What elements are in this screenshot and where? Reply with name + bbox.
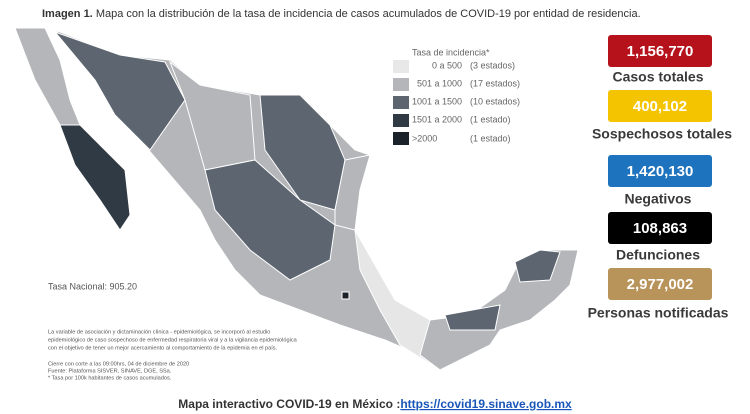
title-text: Mapa con la distribución de la tasa de i… (96, 8, 641, 20)
stat-label: Casos totales (612, 69, 703, 85)
legend-swatch (393, 132, 409, 145)
notes: La variable de asociación y dictaminació… (48, 329, 298, 381)
legend-count: (10 estados) (470, 96, 520, 106)
map-yucatan (514, 249, 561, 283)
map-central (204, 159, 336, 281)
legend-range: 1501 a 2000 (412, 114, 462, 124)
stat-box (608, 35, 712, 67)
note-line: La variable de asociación y dictaminació… (48, 329, 270, 335)
stat-value: 2,977,002 (627, 276, 694, 293)
legend-count: (1 estado) (470, 114, 511, 124)
map-baja-south (59, 124, 131, 231)
stat-value: 400,102 (633, 98, 687, 115)
legend-range: 1001 a 1500 (412, 96, 462, 106)
stat-box (608, 268, 712, 300)
legend-swatch (393, 96, 409, 109)
note-line: Fuente: Plataforma SISVER, SINAVE, DGE, … (48, 368, 172, 374)
legend-swatch (393, 114, 409, 127)
legend-range: 501 a 1000 (417, 78, 462, 88)
legend-swatch (393, 78, 409, 91)
stats: 1,156,770 Casos totales 400,102 Sospecho… (588, 35, 732, 321)
map-veracruz (354, 229, 441, 371)
legend-count: (1 estado) (470, 133, 511, 143)
national-rate: Tasa Nacional: 905.20 (48, 281, 137, 291)
note-line: * Tasa por 100k habitantes de casos acum… (48, 375, 172, 381)
legend-range: >2000 (412, 133, 437, 143)
stat-label: Sospechosos totales (592, 126, 732, 142)
footer: Mapa interactivo COVID-19 en México :htt… (178, 397, 572, 411)
legend-swatch (393, 60, 409, 73)
note-line: epidemiológico de caso sospechoso de enf… (48, 337, 298, 343)
note-line: con el objetivo de tener un mejor acerca… (48, 345, 278, 351)
stat-value: 1,420,130 (627, 163, 694, 180)
title: Imagen 1. Mapa con la distribución de la… (42, 8, 641, 20)
note-line: Cierre con corte a las 09:00hrs, 04 de d… (48, 361, 189, 367)
title-label: Imagen 1. (42, 8, 93, 20)
legend-range: 0 a 500 (432, 60, 462, 70)
legend-count: (17 estados) (470, 78, 520, 88)
stat-value: 1,156,770 (627, 43, 694, 60)
footer-link[interactable]: https://covid19.sinave.gob.mx (400, 397, 572, 411)
map-baja-north (14, 27, 81, 126)
stat-value: 108,863 (633, 220, 687, 237)
stat-label: Defunciones (616, 247, 700, 263)
stat-label: Negativos (625, 191, 692, 207)
legend: Tasa de incidencia* 0 a 500 (3 estados) … (393, 47, 520, 145)
footer-text: Mapa interactivo COVID-19 en México : (178, 397, 400, 411)
stat-box (608, 212, 712, 244)
stat-box (608, 155, 712, 187)
map (14, 27, 579, 371)
legend-title: Tasa de incidencia* (412, 47, 490, 57)
stat-label: Personas notificadas (588, 305, 729, 321)
map-cdmx (341, 291, 350, 300)
stat-box (608, 90, 712, 122)
map-sonora (53, 30, 186, 151)
legend-count: (3 estados) (470, 60, 515, 70)
map-tabasco (444, 304, 501, 331)
